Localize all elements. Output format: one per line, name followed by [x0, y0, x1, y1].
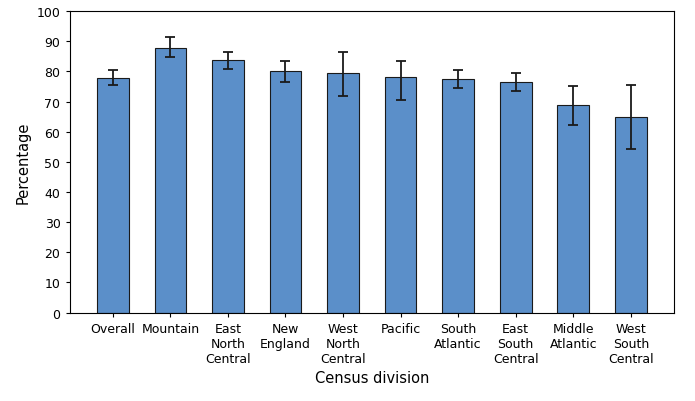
Bar	[212, 61, 244, 313]
Bar	[270, 72, 302, 313]
Bar	[442, 80, 474, 313]
Bar	[327, 74, 359, 313]
Bar	[500, 83, 532, 313]
Bar	[385, 78, 416, 313]
Bar	[615, 117, 646, 313]
Y-axis label: Percentage: Percentage	[16, 122, 31, 203]
Bar	[154, 49, 186, 313]
X-axis label: Census division: Census division	[315, 370, 429, 385]
Bar	[557, 106, 589, 313]
Bar	[97, 79, 129, 313]
